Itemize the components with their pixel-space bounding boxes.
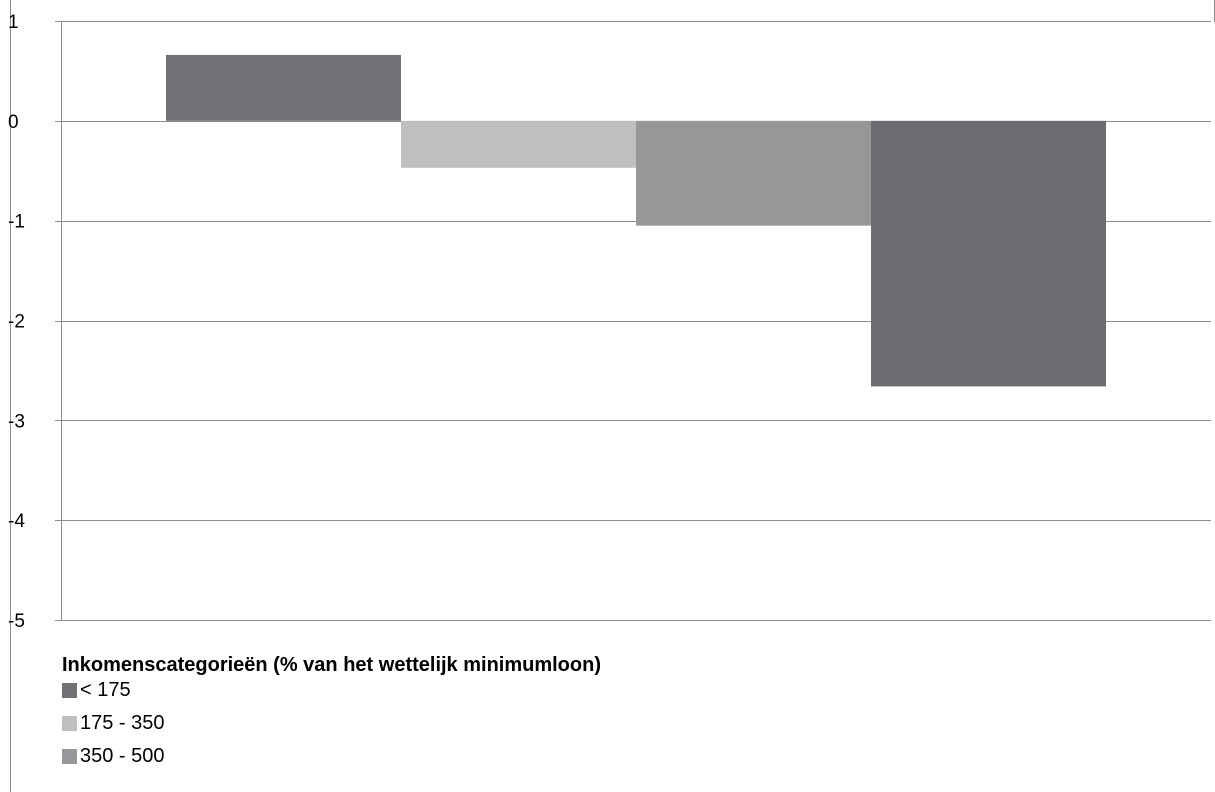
legend: Inkomenscategorieën (% van het wettelijk… bbox=[62, 652, 601, 769]
legend-title: Inkomenscategorieën (% van het wettelijk… bbox=[62, 654, 601, 676]
y-tick-label: -3 bbox=[8, 411, 25, 432]
y-tick-label: -2 bbox=[8, 312, 25, 333]
bar-2 bbox=[401, 120, 636, 168]
y-axis-ticks: 1 0 -1 -2 -3 -4 -5 bbox=[8, 12, 25, 632]
legend-item: < 175 bbox=[62, 678, 601, 703]
bar-3 bbox=[636, 120, 871, 226]
y-tick-label: -4 bbox=[8, 511, 25, 532]
y-tick-label: -5 bbox=[8, 611, 25, 632]
legend-label: 350 - 500 bbox=[80, 745, 165, 767]
y-tick-label: 1 bbox=[8, 12, 19, 33]
legend-item: 350 - 500 bbox=[62, 744, 601, 769]
bar-4 bbox=[871, 120, 1106, 387]
legend-label: 175 - 350 bbox=[80, 712, 165, 734]
bar-1 bbox=[166, 54, 401, 121]
y-tick-label: 0 bbox=[8, 112, 19, 133]
legend-swatch bbox=[62, 749, 77, 764]
legend-item: 175 - 350 bbox=[62, 711, 601, 736]
legend-label: < 175 bbox=[80, 679, 131, 701]
bars bbox=[166, 54, 1106, 387]
legend-items: < 175 175 - 350 350 - 500 bbox=[62, 678, 601, 769]
y-tick-label: -1 bbox=[8, 212, 25, 233]
legend-swatch bbox=[62, 716, 77, 731]
legend-swatch bbox=[62, 683, 77, 698]
